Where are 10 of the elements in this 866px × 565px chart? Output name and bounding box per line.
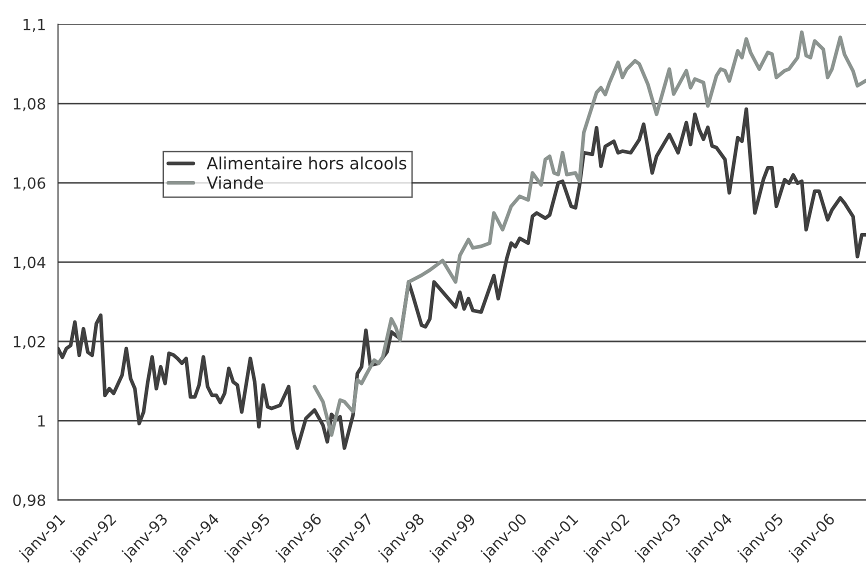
y-tick-label: 1,08 [14,98,46,112]
line-series [58,107,866,450]
legend-label: Viande [206,176,264,189]
y-tick-label: 1,04 [14,256,46,270]
y-tick-label: 1,06 [14,177,46,190]
y-tick-label: 1,02 [14,336,45,350]
y-tick-label: 1,1 [24,18,45,32]
y-tick-label: 0,98 [13,494,46,508]
y-tick-label: 1 [38,415,45,427]
legend-label: Alimentaire hors alcools [206,156,406,170]
